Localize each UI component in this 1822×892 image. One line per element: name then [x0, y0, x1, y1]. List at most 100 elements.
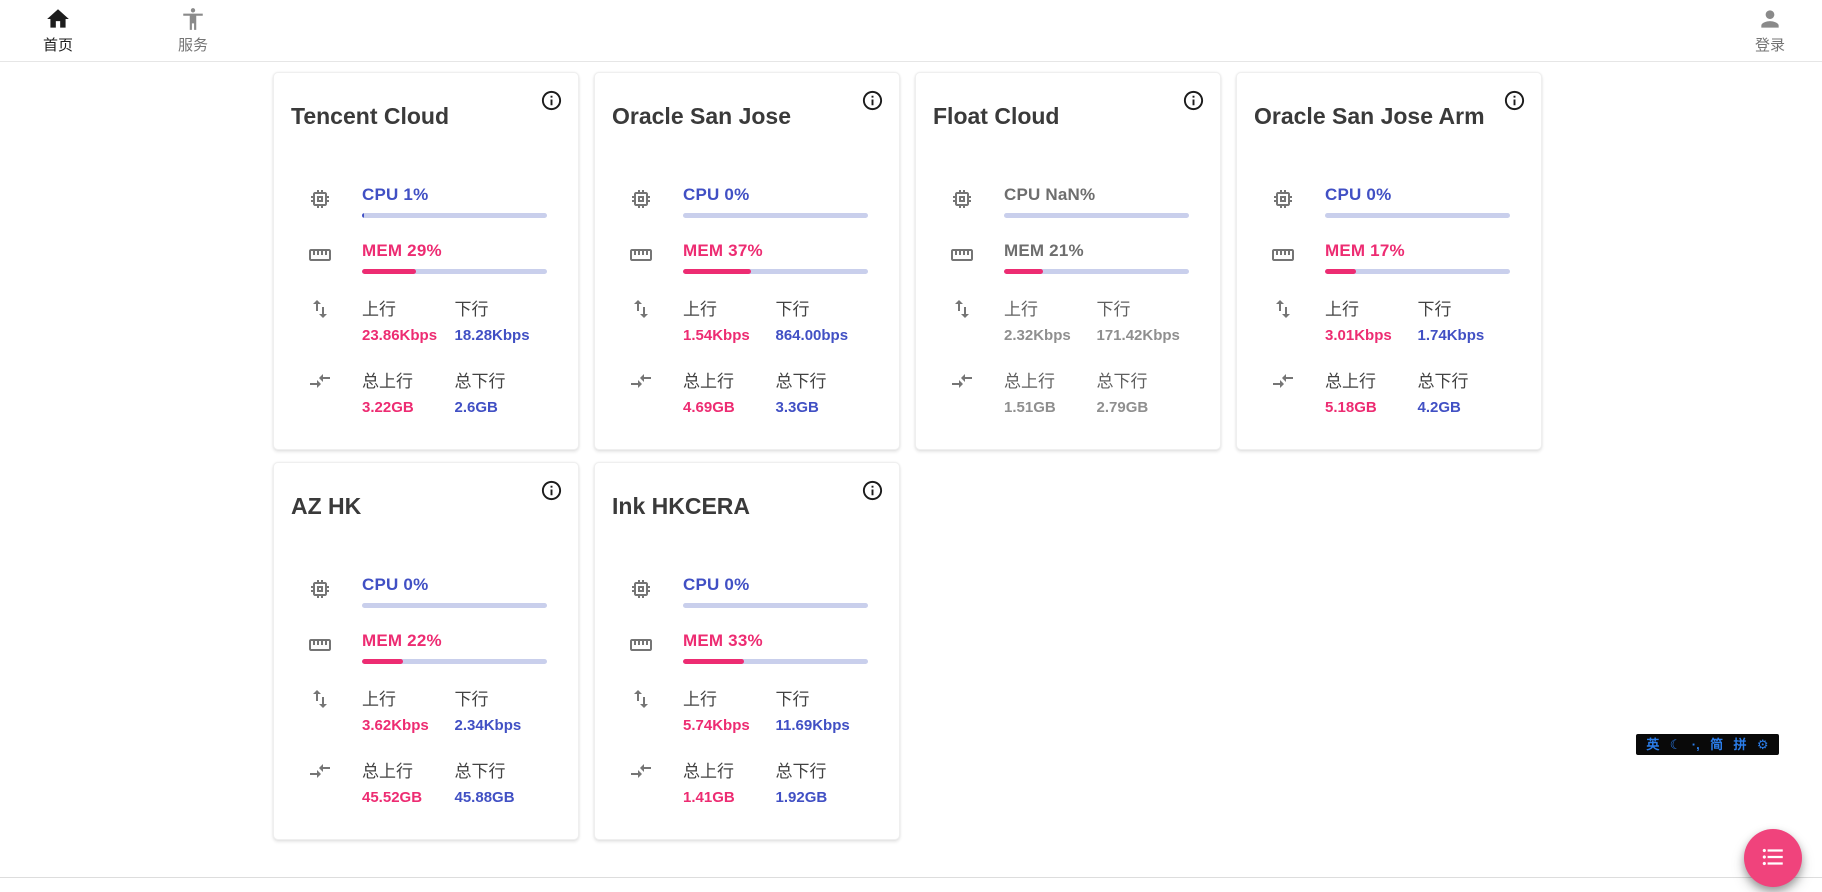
upload-value: 1.54Kbps	[683, 327, 750, 344]
memory-ruler-icon	[629, 243, 653, 267]
mem-progress-fill	[1325, 269, 1357, 274]
cpu-row: CPU 0%	[629, 575, 868, 608]
cpu-usage-label: CPU NaN%	[1004, 185, 1096, 204]
list-icon	[1760, 844, 1786, 873]
server-name: Float Cloud	[933, 103, 1060, 129]
total-traffic-row: 总上行 1.41GB 总下行 1.92GB	[629, 757, 868, 806]
cpu-row: CPU 0%	[1271, 185, 1510, 218]
total-download-value: 2.79GB	[1096, 399, 1149, 416]
ime-simplified-toggle[interactable]: 简	[1710, 737, 1724, 752]
info-icon[interactable]	[540, 479, 563, 502]
mem-row: MEM 21%	[950, 241, 1189, 274]
server-list-fab[interactable]	[1744, 829, 1802, 887]
mem-row: MEM 17%	[1271, 241, 1510, 274]
ime-theme-moon-icon[interactable]: ☾	[1669, 737, 1682, 752]
nav-home-label: 首页	[42, 37, 73, 54]
accessibility-icon	[180, 6, 206, 32]
person-icon	[1757, 6, 1783, 32]
nav-services-button[interactable]: 服务	[155, 6, 231, 58]
download-value: 18.28Kbps	[454, 327, 530, 344]
mem-progress-fill	[683, 659, 745, 664]
net-speed-row: 上行 3.62Kbps 下行 2.34Kbps	[308, 685, 547, 734]
upload-value: 3.01Kbps	[1325, 327, 1392, 344]
upload-value: 3.62Kbps	[362, 717, 429, 734]
info-icon[interactable]	[861, 479, 884, 502]
download-value: 864.00bps	[775, 327, 849, 344]
total-download-label: 总下行	[454, 372, 506, 391]
mem-usage-label: MEM 21%	[1004, 241, 1084, 260]
server-card: Oracle San Jose CPU 0% MEM 37%	[594, 72, 900, 450]
nav-login-button[interactable]: 登录	[1732, 6, 1808, 58]
cpu-row: CPU 0%	[308, 575, 547, 608]
ime-settings-gear-icon[interactable]: ⚙	[1756, 737, 1769, 752]
server-name: Oracle San Jose Arm	[1254, 103, 1485, 129]
total-traffic-row: 总上行 45.52GB 总下行 45.88GB	[308, 757, 547, 806]
mem-usage-label: MEM 37%	[683, 241, 763, 260]
cpu-chip-icon	[950, 187, 974, 211]
cpu-progress-bar	[362, 603, 547, 608]
info-icon[interactable]	[861, 89, 884, 112]
download-value: 2.34Kbps	[454, 717, 522, 734]
total-traffic-row: 总上行 4.69GB 总下行 3.3GB	[629, 367, 868, 416]
total-download-label: 总下行	[775, 762, 827, 781]
server-card: AZ HK CPU 0% MEM 22%	[273, 462, 579, 840]
upload-value: 2.32Kbps	[1004, 327, 1071, 344]
upload-label: 上行	[683, 300, 717, 319]
download-label: 下行	[1417, 300, 1452, 319]
memory-ruler-icon	[1271, 243, 1295, 267]
total-upload-value: 5.18GB	[1325, 399, 1377, 416]
net-speed-row: 上行 5.74Kbps 下行 11.69Kbps	[629, 685, 868, 734]
mem-row: MEM 33%	[629, 631, 868, 664]
mem-usage-label: MEM 22%	[362, 631, 442, 650]
cpu-chip-icon	[1271, 187, 1295, 211]
home-icon	[45, 6, 71, 32]
server-card: Tencent Cloud CPU 1% MEM 29%	[273, 72, 579, 450]
ime-pinyin-toggle[interactable]: 拼	[1733, 737, 1747, 752]
cpu-row: CPU 1%	[308, 185, 547, 218]
upload-label: 上行	[362, 300, 396, 319]
total-download-value: 4.2GB	[1417, 399, 1461, 416]
mem-usage-label: MEM 17%	[1325, 241, 1405, 260]
total-download-label: 总下行	[1096, 372, 1148, 391]
cpu-chip-icon	[629, 187, 653, 211]
memory-ruler-icon	[308, 633, 332, 657]
upload-value: 23.86Kbps	[362, 327, 438, 344]
info-icon[interactable]	[540, 89, 563, 112]
mem-progress-fill	[1004, 269, 1043, 274]
cpu-usage-label: CPU 0%	[1325, 185, 1392, 204]
mem-usage-label: MEM 33%	[683, 631, 763, 650]
download-label: 下行	[775, 690, 810, 709]
mem-progress-bar	[362, 269, 547, 274]
mem-progress-bar	[1004, 269, 1189, 274]
total-upload-value: 1.51GB	[1004, 399, 1056, 416]
swap-vert-icon	[1271, 297, 1295, 321]
net-speed-row: 上行 23.86Kbps 下行 18.28Kbps	[308, 295, 547, 344]
ime-punctuation-toggle[interactable]: ·,	[1691, 737, 1700, 752]
mem-progress-bar	[362, 659, 547, 664]
mem-usage-label: MEM 29%	[362, 241, 442, 260]
total-download-label: 总下行	[1417, 372, 1469, 391]
app-bar: 首页 服务 登录	[0, 0, 1822, 62]
total-download-value: 2.6GB	[454, 399, 498, 416]
total-upload-label: 总上行	[1325, 372, 1376, 391]
total-traffic-row: 总上行 5.18GB 总下行 4.2GB	[1271, 367, 1510, 416]
total-upload-value: 45.52GB	[362, 789, 423, 806]
server-card: Oracle San Jose Arm CPU 0% MEM 17%	[1236, 72, 1542, 450]
cpu-usage-label: CPU 1%	[362, 185, 429, 204]
total-traffic-row: 总上行 3.22GB 总下行 2.6GB	[308, 367, 547, 416]
total-upload-value: 1.41GB	[683, 789, 735, 806]
memory-ruler-icon	[308, 243, 332, 267]
nav-home-button[interactable]: 首页	[20, 6, 96, 58]
cpu-chip-icon	[629, 577, 653, 601]
info-icon[interactable]	[1503, 89, 1526, 112]
total-upload-label: 总上行	[362, 762, 413, 781]
ime-language-toggle[interactable]: 英	[1646, 737, 1660, 752]
info-icon[interactable]	[1182, 89, 1205, 112]
server-name: Oracle San Jose	[612, 103, 791, 129]
server-name: Ink HKCERA	[612, 493, 751, 519]
total-download-label: 总下行	[775, 372, 827, 391]
swap-vert-icon	[629, 687, 653, 711]
total-upload-label: 总上行	[683, 762, 734, 781]
cpu-progress-bar	[683, 603, 868, 608]
compare-arrows-icon	[308, 369, 332, 393]
